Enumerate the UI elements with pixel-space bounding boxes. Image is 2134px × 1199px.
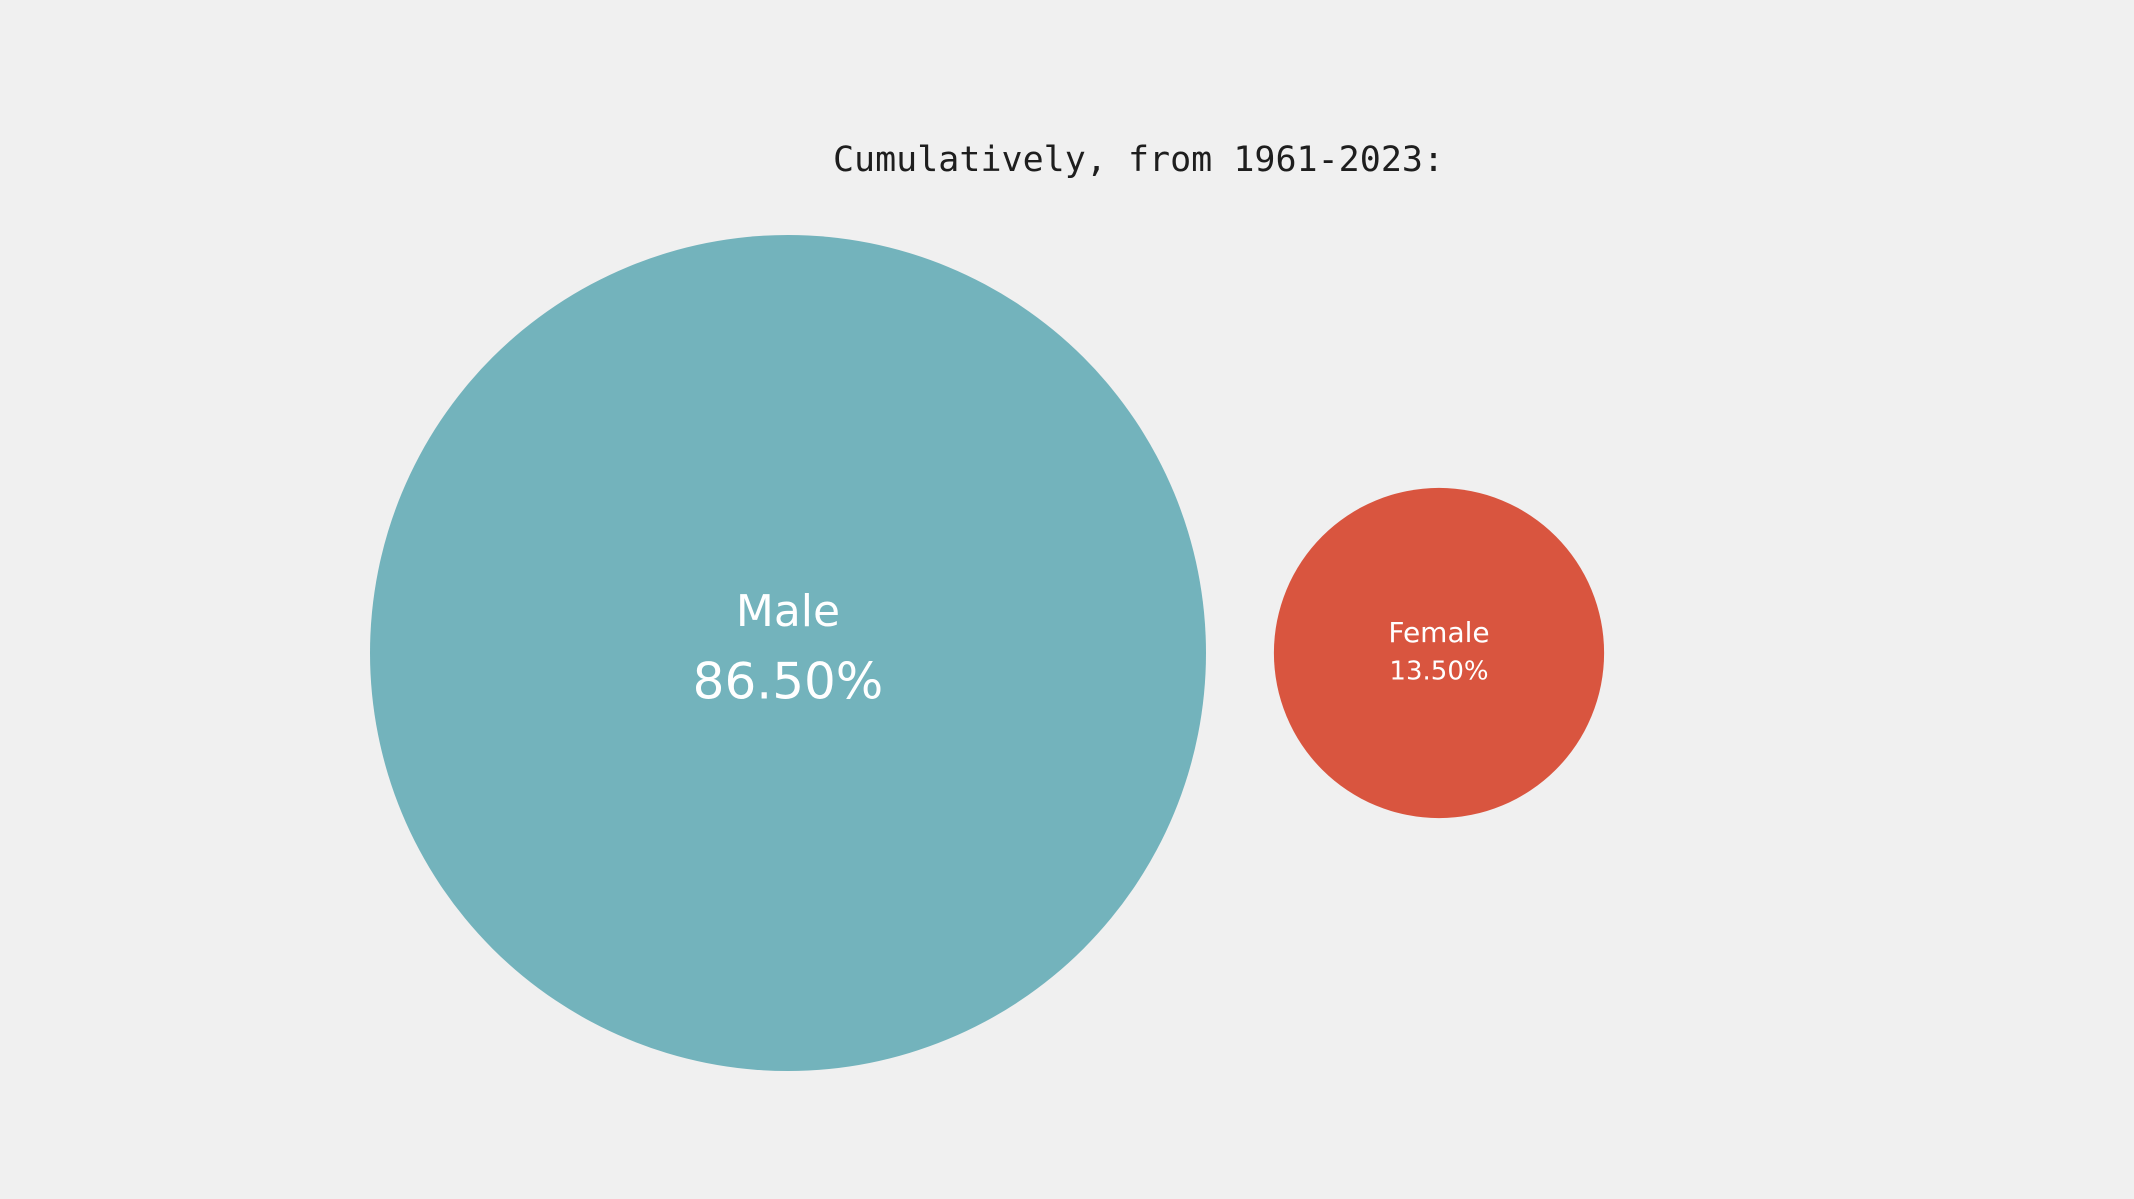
chart-title: Cumulatively, from 1961-2023:: [832, 140, 1445, 180]
bubble-group-male: Male 86.50%: [370, 235, 1206, 1071]
bubble-group-female: Female 13.50%: [1273, 487, 1605, 819]
bubble-label-male: Male: [736, 586, 840, 637]
bubble-value-male: 86.50%: [693, 653, 884, 711]
bubble-male: [370, 235, 1206, 1071]
bubble-label-female: Female: [1388, 616, 1489, 649]
bubble-female: [1273, 487, 1605, 819]
bubble-value-female: 13.50%: [1389, 657, 1488, 687]
